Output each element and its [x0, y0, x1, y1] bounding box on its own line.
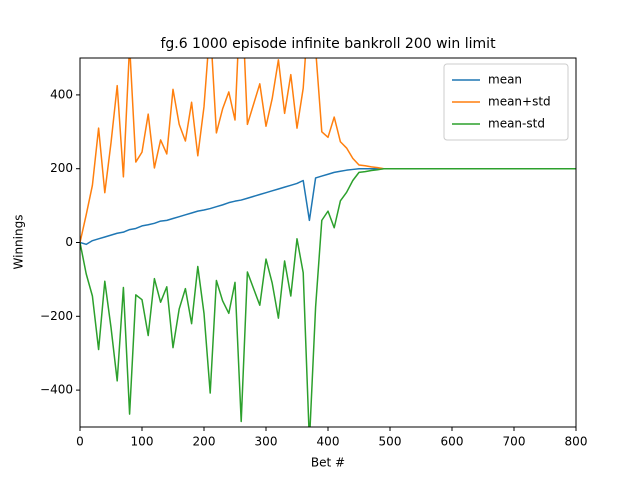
x-tick-label: 700 [503, 435, 526, 449]
x-tick-label: 400 [317, 435, 340, 449]
chart-title: fg.6 1000 episode infinite bankroll 200 … [160, 36, 496, 52]
y-tick-label: −200 [40, 309, 73, 323]
x-tick-label: 800 [565, 435, 588, 449]
y-tick-label: −400 [40, 383, 73, 397]
series-line [80, 167, 576, 427]
x-tick-label: 300 [255, 435, 278, 449]
x-tick-label: 500 [379, 435, 402, 449]
x-axis-label: Bet # [311, 456, 345, 470]
legend-box [443, 63, 569, 141]
y-axis-label: Winnings [12, 215, 26, 270]
x-tick-label: 100 [131, 435, 154, 449]
x-tick-label: 0 [76, 435, 84, 449]
legend-label: mean-std [488, 117, 545, 131]
x-tick-label: 200 [193, 435, 216, 449]
y-tick-label: 200 [50, 161, 73, 175]
plot-area [80, 58, 576, 427]
y-tick-label: 400 [50, 87, 73, 101]
legend-label: mean+std [488, 95, 551, 109]
x-tick-label: 600 [441, 435, 464, 449]
legend-label: mean [488, 73, 522, 87]
y-tick-label: 0 [65, 235, 73, 249]
